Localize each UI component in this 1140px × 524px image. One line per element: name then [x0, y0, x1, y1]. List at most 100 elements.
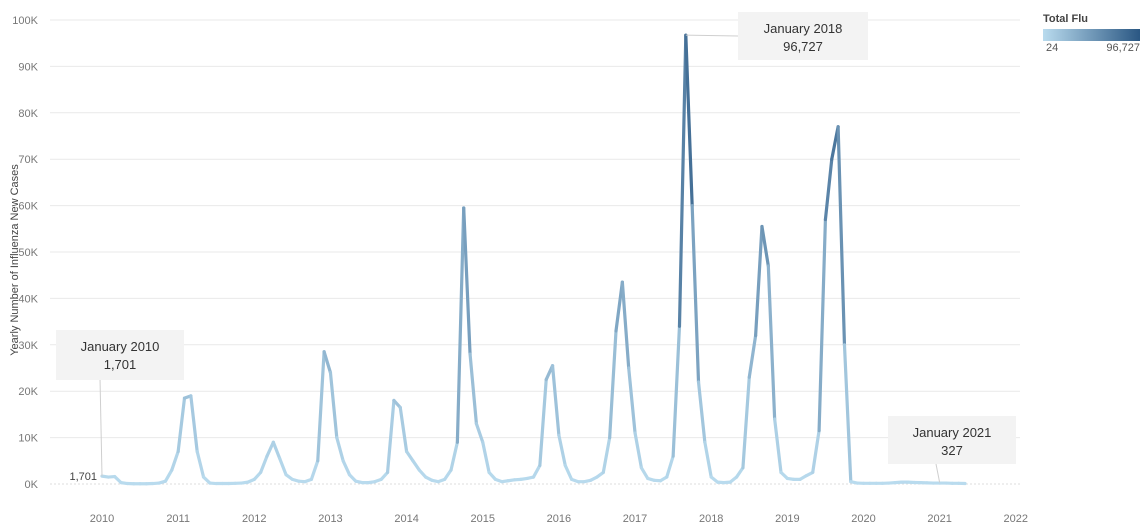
line-segment: [639, 466, 650, 481]
gridlines: [50, 19, 1020, 485]
x-tick-label: 2022: [1004, 513, 1028, 524]
line-segment: [608, 329, 618, 440]
line-segment: [773, 417, 783, 474]
line-segment: [189, 394, 199, 454]
annotation-box: [738, 12, 868, 60]
annotation-value: 1,701: [104, 357, 137, 372]
x-tick-label: 2020: [851, 513, 875, 524]
line-segment: [620, 280, 631, 370]
line-segment: [195, 449, 206, 479]
line-segment: [760, 224, 770, 268]
y-tick-label: 40K: [18, 293, 38, 305]
line-segment: [734, 466, 745, 479]
annotation-leader: [99, 377, 103, 477]
y-tick-label: 90K: [18, 61, 38, 73]
line-segment: [538, 378, 548, 468]
line-segment: [449, 440, 459, 472]
line-segment: [265, 440, 275, 458]
y-tick-label: 100K: [12, 15, 38, 27]
line-segment: [531, 463, 542, 479]
x-tick-label: 2019: [775, 513, 799, 524]
y-tick-label: 0K: [25, 479, 39, 491]
annotation-title: January 2018: [764, 21, 843, 36]
line-segment: [481, 440, 491, 474]
line-segment: [836, 125, 847, 347]
line-segment: [696, 380, 707, 444]
line-segment: [271, 440, 282, 461]
line-segment: [614, 280, 624, 333]
line-segment: [328, 371, 339, 440]
line-segment: [474, 422, 485, 444]
legend-max-label: 96,727: [1106, 42, 1140, 54]
line-segment: [665, 454, 675, 479]
line-segment: [754, 224, 764, 338]
line-segment: [309, 459, 320, 481]
line-segment: [322, 350, 333, 375]
line-segment: [823, 157, 834, 222]
line-segment: [703, 440, 713, 479]
legend-gradient-bar: [1043, 29, 1140, 41]
line-segment: [671, 324, 682, 458]
line-segment: [563, 463, 574, 481]
annotation-leader: [935, 463, 941, 483]
y-axis-label: Yearly Number of Influenza New Cases: [9, 164, 21, 356]
y-tick-label: 10K: [18, 433, 38, 445]
annotation-box: [56, 330, 184, 380]
annotations: January 2010 1,701 January 2018 96,727 Janua…: [56, 12, 1016, 483]
line-segment: [842, 343, 853, 484]
line-segment: [633, 431, 643, 470]
line-segment: [557, 433, 567, 468]
line-segment: [766, 264, 777, 421]
legend-title: Total Flu: [1043, 13, 1089, 25]
line-segment: [627, 366, 637, 435]
annotation-title: January 2021: [913, 425, 992, 440]
x-tick-label: 2015: [471, 513, 495, 524]
color-legend: Total Flu 24 96,727: [1043, 13, 1140, 55]
line-segment: [684, 33, 694, 208]
line-segment: [316, 350, 326, 463]
line-segment: [455, 206, 466, 444]
line-segment: [741, 375, 751, 470]
y-tick-label: 70K: [18, 154, 38, 166]
line-segment: [259, 454, 269, 474]
line-segment: [385, 398, 396, 474]
x-tick-label: 2013: [318, 513, 342, 524]
line-segment: [811, 429, 821, 474]
x-tick-label: 2014: [394, 513, 418, 524]
annotation-title: January 2010: [81, 339, 160, 354]
line-segment: [405, 449, 415, 463]
legend-min-label: 24: [1046, 42, 1059, 54]
line-segment: [601, 436, 612, 474]
y-tick-label: 20K: [18, 386, 38, 398]
y-axis-ticks: 0K 10K 20K 30K 40K 50K 60K 70K 80K 90K 100K: [12, 15, 38, 491]
line-segment: [443, 468, 453, 481]
x-tick-label: 2018: [699, 513, 723, 524]
x-tick-label: 2010: [90, 513, 114, 524]
line-segment: [411, 459, 421, 472]
line-segment: [176, 396, 187, 454]
line-segment: [550, 364, 561, 437]
line-segment: [817, 217, 828, 433]
line-segment: [170, 449, 180, 472]
annotation-box: [888, 416, 1016, 464]
line-segment: [690, 204, 701, 384]
x-tick-label: 2016: [547, 513, 571, 524]
line-segment: [163, 468, 174, 483]
x-tick-label: 2017: [623, 513, 647, 524]
annotation-leader: [685, 34, 739, 37]
line-segment: [341, 459, 352, 477]
x-tick-label: 2011: [166, 513, 190, 524]
y-tick-label: 60K: [18, 201, 38, 213]
annotation-value: 327: [941, 443, 963, 458]
data-line: [100, 33, 967, 486]
line-segment: [468, 352, 479, 426]
line-segment: [462, 206, 472, 356]
line-segment: [398, 405, 409, 454]
y-tick-label: 30K: [18, 340, 38, 352]
x-tick-label: 2012: [242, 513, 266, 524]
legend-range: 24 96,727: [1043, 42, 1140, 55]
y-tick-label: 50K: [18, 247, 38, 259]
y-tick-label: 80K: [18, 108, 38, 120]
line-segment: [278, 456, 288, 477]
